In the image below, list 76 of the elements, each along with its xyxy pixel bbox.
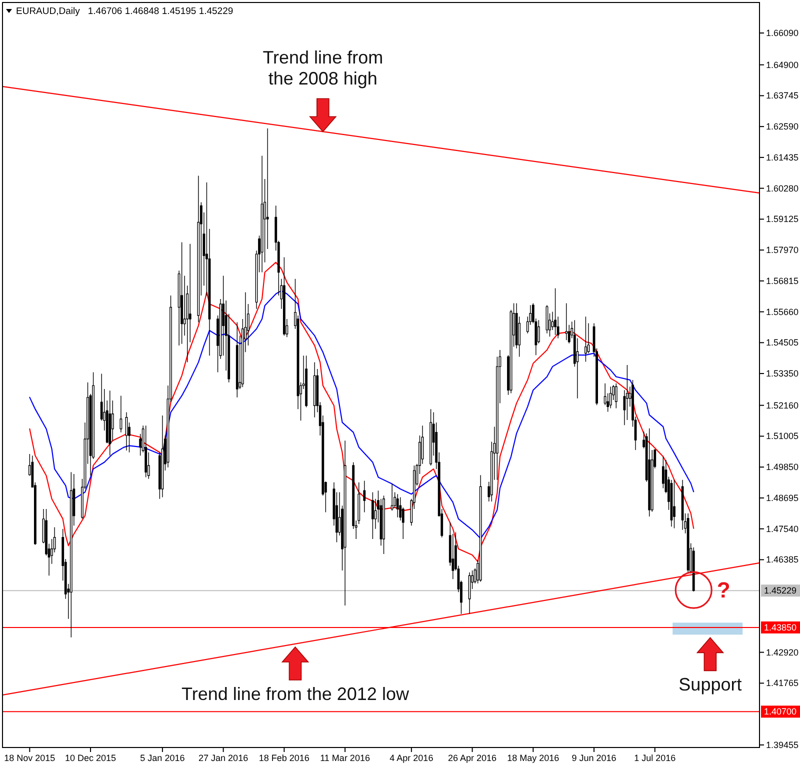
y-tick-label: 1.55660: [766, 306, 799, 317]
candlestick: [282, 256, 286, 336]
chart-title: EURAUD,Daily: [16, 6, 80, 17]
y-tick-label: 1.39455: [766, 740, 799, 750]
candlestick: [390, 484, 394, 511]
y-tick-label: 1.66090: [766, 28, 799, 38]
y-tick-label: 1.49850: [766, 462, 799, 472]
x-tick-label: 18 May 2016: [507, 753, 560, 763]
x-tick-label: 9 Jun 2016: [572, 753, 616, 763]
ref-line-label: 1.40700: [764, 706, 797, 717]
candlestick: [363, 480, 366, 513]
y-tick-label: 1.52160: [766, 400, 799, 410]
y-tick-label: 1.62590: [766, 122, 799, 132]
candlestick: [648, 428, 651, 517]
candlestick: [673, 480, 676, 529]
y-tick-label: 1.59125: [766, 214, 799, 224]
x-tick-label: 11 Mar 2016: [320, 753, 370, 763]
candlestick: [468, 572, 471, 614]
candlestick: [144, 425, 148, 478]
annotation: Support: [678, 674, 742, 695]
y-tick-label: 1.51005: [766, 431, 799, 442]
candlestick: [430, 408, 432, 466]
candlestick: [70, 472, 72, 638]
candlestick: [236, 322, 238, 398]
candlestick: [692, 546, 695, 592]
y-tick-label: 1.56815: [766, 276, 799, 286]
y-tick-label: 1.64900: [766, 60, 799, 70]
y-tick-label: 1.60280: [766, 183, 799, 194]
x-tick-label: 1 Jul 2016: [634, 753, 676, 763]
x-tick-label: 26 Apr 2016: [448, 753, 497, 763]
candlestick: [180, 242, 184, 344]
x-tick-label: 27 Jan 2016: [198, 753, 248, 763]
y-tick-label: 1.47540: [766, 524, 799, 534]
y-tick-label: 1.53350: [766, 368, 799, 379]
y-tick-label: 1.54505: [766, 338, 799, 348]
x-tick-label: 5 Jan 2016: [140, 753, 185, 763]
candlestick: [614, 383, 618, 409]
candlestick: [161, 415, 164, 498]
y-tick-label: 1.57970: [766, 245, 799, 256]
candlestick: [479, 474, 482, 582]
annotation: Trend line from the 2012 low: [182, 684, 410, 704]
candlestick: [554, 288, 556, 336]
x-tick-label: 10 Dec 2015: [65, 753, 116, 763]
line-series: [29, 290, 694, 539]
candlestick: [197, 175, 200, 323]
candlestick: [125, 412, 128, 451]
candlestick: [313, 362, 316, 418]
candlestick: [305, 355, 308, 408]
y-tick-label: 1.42920: [766, 647, 799, 658]
chart-subtitle: 1.46706 1.46848 1.45195 1.45229: [88, 6, 234, 17]
candlestick: [396, 494, 399, 518]
y-tick-label: 1.46385: [766, 554, 799, 565]
y-tick-label: 1.61435: [766, 152, 799, 162]
candlestick: [609, 386, 612, 409]
candlestick: [670, 480, 673, 528]
candlestick: [584, 316, 587, 362]
annotation: ?: [716, 578, 730, 603]
y-tick-label: 1.48695: [766, 492, 799, 503]
ref-line-label: 1.43850: [764, 622, 797, 632]
candlestick: [565, 302, 568, 340]
candlestick: [382, 495, 385, 554]
y-tick-label: 1.41765: [766, 678, 799, 688]
x-tick-label: 18 Nov 2015: [4, 753, 56, 763]
candlestick: [108, 390, 112, 456]
annotation: Trend line from the 2008 high: [262, 48, 384, 89]
x-tick-label: 4 Apr 2016: [390, 753, 434, 763]
line-series: [29, 262, 694, 562]
y-tick-label: 1.63745: [766, 90, 799, 101]
x-tick-label: 18 Feb 2016: [258, 753, 310, 763]
candlestick: [260, 155, 264, 273]
ref-line-label: 1.45229: [764, 586, 797, 596]
candlestick: [681, 480, 684, 530]
candlestick: [686, 512, 690, 574]
candlestick: [371, 492, 374, 540]
candlestick: [120, 395, 122, 433]
candlestick: [344, 440, 346, 606]
